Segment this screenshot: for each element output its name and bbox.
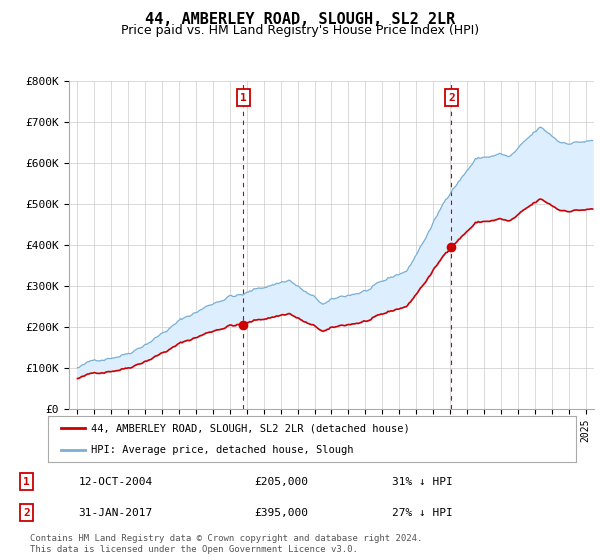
Text: 31-JAN-2017: 31-JAN-2017 <box>78 507 152 517</box>
Text: Price paid vs. HM Land Registry's House Price Index (HPI): Price paid vs. HM Land Registry's House … <box>121 24 479 37</box>
Text: Contains HM Land Registry data © Crown copyright and database right 2024.: Contains HM Land Registry data © Crown c… <box>30 534 422 543</box>
Text: 31% ↓ HPI: 31% ↓ HPI <box>392 477 453 487</box>
Text: 27% ↓ HPI: 27% ↓ HPI <box>392 507 453 517</box>
Text: 12-OCT-2004: 12-OCT-2004 <box>78 477 152 487</box>
Text: 1: 1 <box>240 92 247 102</box>
Text: £395,000: £395,000 <box>254 507 308 517</box>
Text: £205,000: £205,000 <box>254 477 308 487</box>
Text: 2: 2 <box>448 92 455 102</box>
Text: 44, AMBERLEY ROAD, SLOUGH, SL2 2LR: 44, AMBERLEY ROAD, SLOUGH, SL2 2LR <box>145 12 455 27</box>
Text: HPI: Average price, detached house, Slough: HPI: Average price, detached house, Slou… <box>91 445 354 455</box>
Text: This data is licensed under the Open Government Licence v3.0.: This data is licensed under the Open Gov… <box>30 545 358 554</box>
Text: 1: 1 <box>23 477 30 487</box>
Text: 2: 2 <box>23 507 30 517</box>
Text: 44, AMBERLEY ROAD, SLOUGH, SL2 2LR (detached house): 44, AMBERLEY ROAD, SLOUGH, SL2 2LR (deta… <box>91 423 410 433</box>
